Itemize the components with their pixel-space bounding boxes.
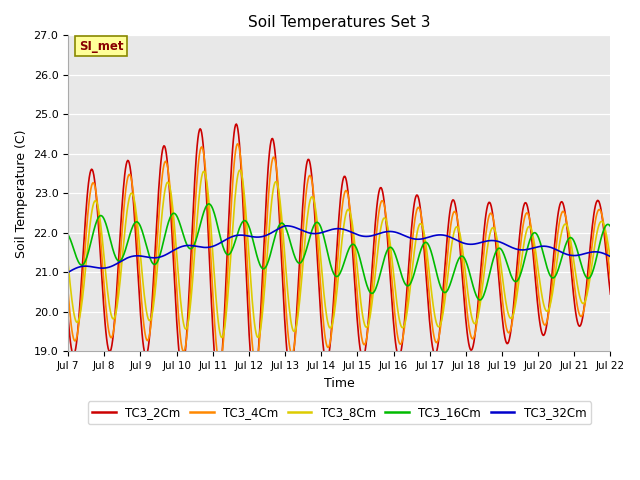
TC3_16Cm [130,221,138,227]
TC3_32Cm [74,264,82,270]
Line: TC3_16Cm: TC3_16Cm [68,204,611,300]
TC3_8Cm [64,262,72,267]
TC3_4Cm [74,328,82,334]
Title: Soil Temperatures Set 3: Soil Temperatures Set 3 [248,15,431,30]
Text: SI_met: SI_met [79,39,124,52]
TC3_32Cm [282,223,290,228]
Legend: TC3_2Cm, TC3_4Cm, TC3_8Cm, TC3_16Cm, TC3_32Cm: TC3_2Cm, TC3_4Cm, TC3_8Cm, TC3_16Cm, TC3… [88,401,591,424]
TC3_32Cm [422,235,429,241]
TC3_4Cm [607,275,614,281]
TC3_16Cm [64,232,72,238]
Line: TC3_4Cm: TC3_4Cm [68,144,611,363]
TC3_2Cm [407,237,415,243]
Line: TC3_2Cm: TC3_2Cm [68,124,611,382]
TC3_4Cm [422,260,430,266]
TC3_16Cm [74,258,82,264]
TC3_8Cm [185,315,193,321]
TC3_2Cm [232,121,240,127]
TC3_4Cm [185,310,193,316]
TC3_32Cm [607,253,614,259]
TC3_4Cm [234,141,242,147]
TC3_16Cm [214,226,222,231]
TC3_8Cm [236,168,244,173]
TC3_16Cm [476,297,484,303]
TC3_4Cm [407,259,415,264]
TC3_8Cm [214,312,221,317]
TC3_2Cm [422,278,430,284]
TC3_2Cm [214,379,222,385]
TC3_4Cm [214,352,221,358]
TC3_8Cm [74,319,82,324]
TC3_4Cm [216,360,223,366]
TC3_32Cm [130,253,138,259]
TC3_2Cm [74,326,82,332]
TC3_16Cm [205,201,213,207]
TC3_8Cm [422,245,430,251]
TC3_2Cm [214,378,221,384]
TC3_8Cm [218,335,226,340]
TC3_16Cm [607,224,614,229]
Line: TC3_32Cm: TC3_32Cm [68,226,611,272]
Line: TC3_8Cm: TC3_8Cm [68,170,611,337]
TC3_16Cm [406,282,413,288]
TC3_4Cm [130,194,138,200]
TC3_16Cm [185,245,193,251]
TC3_2Cm [607,291,614,297]
TC3_32Cm [214,241,221,247]
X-axis label: Time: Time [324,377,355,390]
Y-axis label: Soil Temperature (C): Soil Temperature (C) [15,129,28,258]
TC3_4Cm [64,290,72,296]
TC3_2Cm [185,295,193,300]
TC3_8Cm [130,195,138,201]
TC3_8Cm [407,282,415,288]
TC3_32Cm [185,242,193,248]
TC3_32Cm [64,269,72,275]
TC3_32Cm [406,235,413,240]
TC3_16Cm [422,240,429,245]
TC3_8Cm [607,256,614,262]
TC3_2Cm [64,315,72,321]
TC3_2Cm [130,204,138,209]
